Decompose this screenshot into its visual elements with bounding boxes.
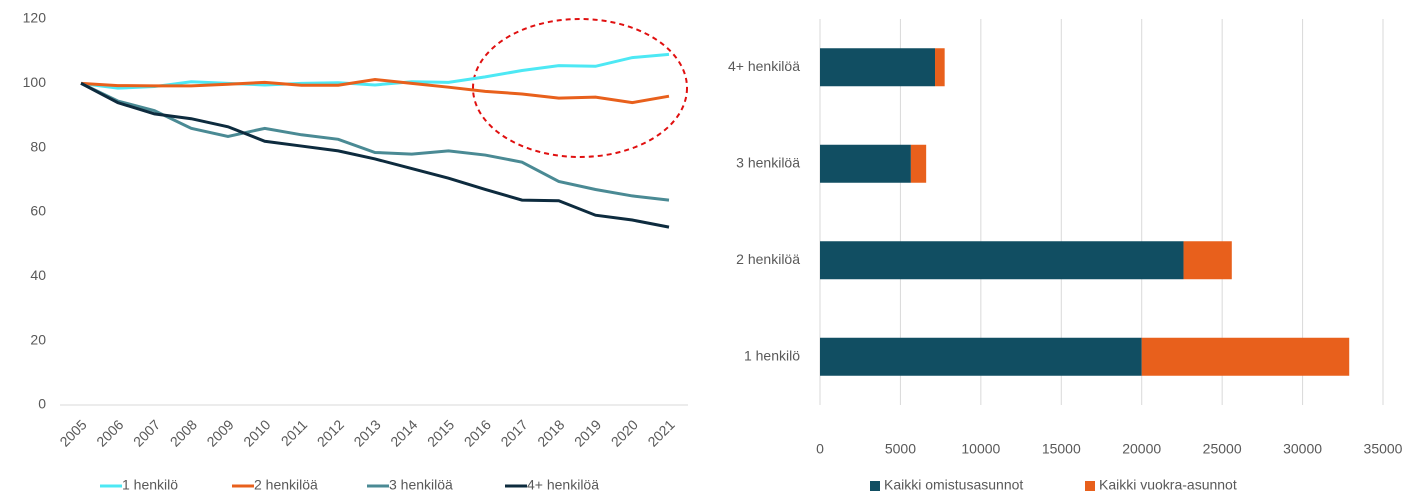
x-tick-label: 2019: [571, 416, 604, 449]
y-tick-label: 4+ henkilöä: [728, 58, 800, 74]
x-tick-label: 5000: [885, 441, 916, 457]
x-tick-label: 20000: [1122, 441, 1161, 457]
bar-segment: [820, 241, 1184, 280]
x-tick-label: 2012: [314, 416, 347, 449]
x-tick-label: 2017: [497, 416, 530, 449]
y-tick-label: 1 henkilö: [744, 347, 800, 363]
x-tick-label: 2018: [534, 416, 567, 449]
y-tick-label: 2 henkilöä: [736, 251, 800, 267]
bar-segment: [910, 144, 927, 183]
bar-segment: [1141, 337, 1350, 376]
legend-label: 3 henkilöä: [389, 477, 453, 493]
x-tick-label: 2010: [240, 416, 273, 449]
x-tick-label: 2008: [167, 416, 200, 449]
x-tick-label: 35000: [1364, 441, 1403, 457]
series-line: [80, 81, 670, 202]
legend-label: Kaikki vuokra-asunnot: [1099, 477, 1237, 493]
x-tick-label: 2013: [350, 416, 383, 449]
x-tick-label: 2016: [461, 416, 494, 449]
y-tick-label: 120: [23, 10, 47, 26]
y-tick-label: 3 henkilöä: [736, 154, 800, 170]
bar-segment: [820, 337, 1142, 376]
highlight-ellipse: [472, 18, 688, 158]
y-tick-label: 0: [38, 396, 46, 412]
x-tick-label: 2021: [644, 416, 677, 449]
y-tick-label: 100: [23, 74, 47, 90]
x-tick-label: 15000: [1042, 441, 1081, 457]
legend-swatch: [870, 481, 880, 491]
y-tick-label: 80: [30, 138, 46, 154]
x-tick-label: 25000: [1203, 441, 1242, 457]
legend-label: 2 henkilöä: [254, 477, 318, 493]
bar-segment: [820, 144, 911, 183]
x-tick-label: 2007: [130, 416, 163, 449]
x-tick-label: 2009: [203, 416, 236, 449]
y-tick-label: 20: [30, 331, 46, 347]
x-tick-label: 2006: [93, 416, 126, 449]
series-line: [80, 77, 670, 105]
series-line: [80, 82, 670, 229]
y-tick-label: 40: [30, 267, 46, 283]
x-tick-label: 2005: [56, 416, 89, 449]
x-tick-label: 2015: [424, 416, 457, 449]
y-tick-label: 60: [30, 203, 46, 219]
legend-swatch: [1085, 481, 1095, 491]
x-tick-label: 2011: [278, 416, 311, 449]
legend-label: 4+ henkilöä: [527, 477, 599, 493]
series-line: [80, 52, 670, 90]
x-tick-label: 30000: [1283, 441, 1322, 457]
bar-segment: [935, 48, 945, 87]
x-tick-label: 0: [816, 441, 824, 457]
legend-label: 1 henkilö: [122, 477, 178, 493]
x-tick-label: 2020: [608, 416, 641, 449]
bar-segment: [820, 48, 936, 87]
bar-segment: [1183, 241, 1232, 280]
x-tick-label: 2014: [387, 416, 420, 449]
legend-label: Kaikki omistusasunnot: [884, 477, 1023, 493]
x-tick-label: 10000: [961, 441, 1000, 457]
